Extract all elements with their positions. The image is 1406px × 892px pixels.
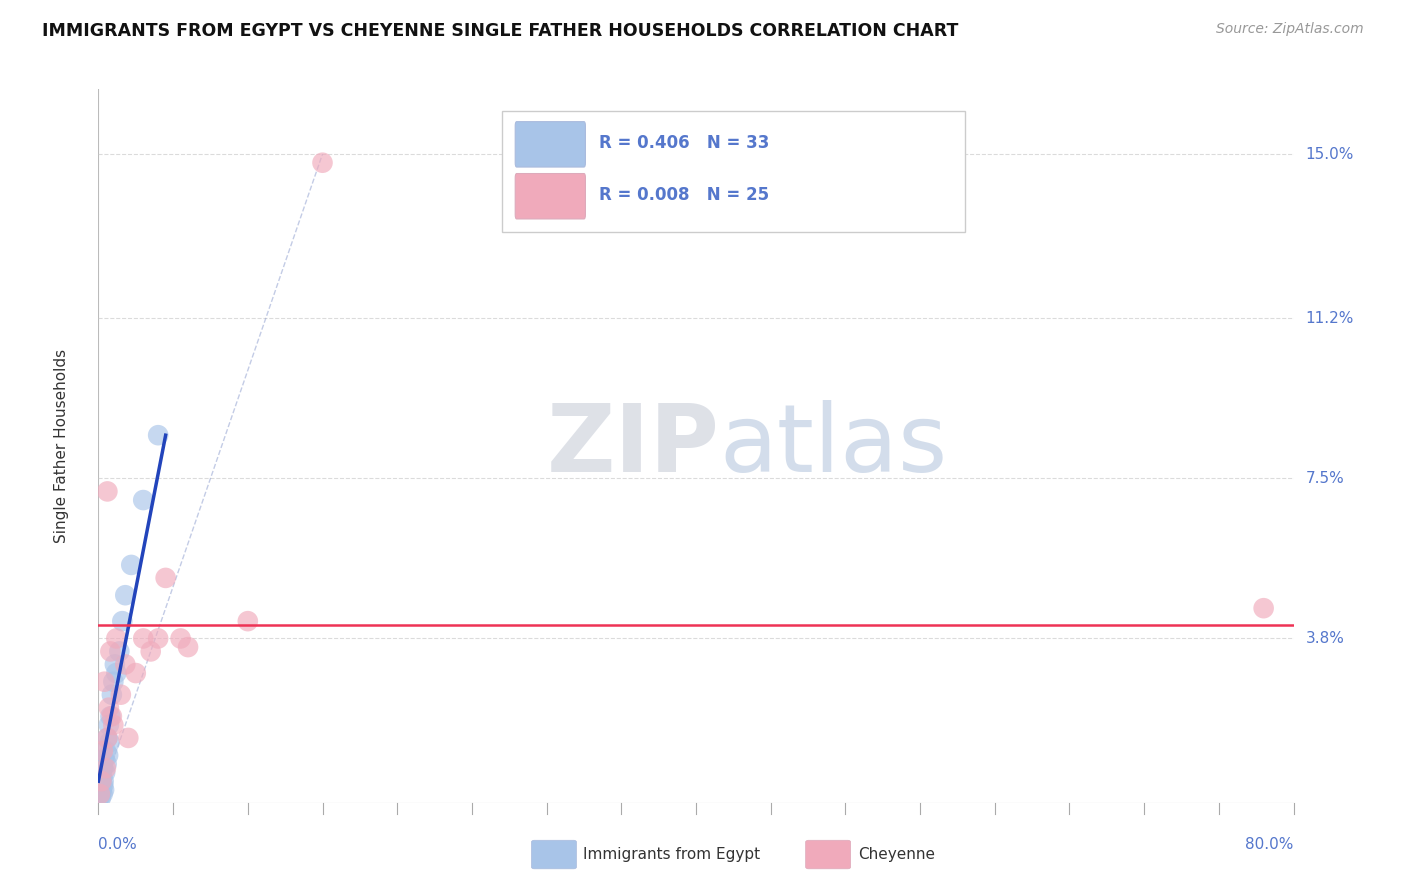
Point [91, 761, 114, 775]
Point [155, 571, 177, 585]
Point [89, 787, 111, 801]
Point [105, 632, 128, 646]
Point [97, 700, 120, 714]
Point [91, 770, 114, 784]
Point [125, 666, 148, 681]
Point [148, 428, 170, 442]
Text: 11.2%: 11.2% [1305, 311, 1354, 326]
Text: 3.8%: 3.8% [1305, 631, 1344, 646]
FancyBboxPatch shape [531, 840, 576, 869]
Point [90, 782, 112, 797]
Point [108, 644, 131, 658]
Point [104, 657, 127, 672]
Point [89, 789, 111, 804]
Point [105, 666, 128, 681]
Point [1253, 601, 1275, 615]
Point [110, 688, 132, 702]
Point [111, 614, 134, 628]
Point [91, 744, 114, 758]
Text: Immigrants from Egypt: Immigrants from Egypt [583, 847, 761, 862]
Point [90, 774, 112, 789]
Point [139, 644, 162, 658]
Point [89, 782, 111, 797]
Point [98, 644, 122, 658]
Point [96, 731, 118, 745]
Point [90, 785, 112, 799]
Point [117, 731, 139, 745]
Point [93, 753, 115, 767]
Text: R = 0.406   N = 33: R = 0.406 N = 33 [599, 135, 769, 153]
Point [169, 632, 191, 646]
Point [236, 614, 259, 628]
Point [91, 787, 114, 801]
Text: Source: ZipAtlas.com: Source: ZipAtlas.com [1216, 22, 1364, 37]
Point [132, 493, 155, 508]
Point [97, 718, 120, 732]
Text: 7.5%: 7.5% [1305, 471, 1344, 486]
Point [93, 782, 115, 797]
Text: 15.0%: 15.0% [1305, 146, 1354, 161]
Point [101, 688, 124, 702]
Point [114, 588, 136, 602]
Text: R = 0.008   N = 25: R = 0.008 N = 25 [599, 186, 769, 204]
FancyBboxPatch shape [515, 121, 585, 167]
Point [97, 748, 120, 763]
Text: Cheyenne: Cheyenne [858, 847, 935, 862]
Point [93, 674, 115, 689]
Point [96, 756, 118, 771]
Point [98, 709, 122, 723]
Point [311, 155, 333, 169]
Point [101, 709, 124, 723]
Point [89, 787, 111, 801]
Point [103, 718, 125, 732]
Text: 0.0%: 0.0% [98, 838, 138, 853]
Point [90, 791, 112, 805]
Point [114, 657, 136, 672]
Point [98, 735, 121, 749]
Point [120, 558, 142, 572]
Text: Single Father Households: Single Father Households [53, 349, 69, 543]
Point [93, 774, 115, 789]
Point [96, 731, 118, 745]
Point [91, 779, 114, 793]
Point [103, 674, 125, 689]
Text: atlas: atlas [720, 400, 948, 492]
Point [96, 484, 118, 499]
Point [177, 640, 200, 654]
Point [89, 779, 111, 793]
Point [94, 765, 117, 780]
Text: 80.0%: 80.0% [1246, 838, 1294, 853]
Text: ZIP: ZIP [547, 400, 720, 492]
Point [132, 632, 155, 646]
FancyBboxPatch shape [515, 174, 585, 219]
FancyBboxPatch shape [502, 111, 965, 232]
FancyBboxPatch shape [806, 840, 851, 869]
Point [148, 632, 170, 646]
Point [94, 761, 117, 775]
Point [90, 774, 112, 789]
Text: IMMIGRANTS FROM EGYPT VS CHEYENNE SINGLE FATHER HOUSEHOLDS CORRELATION CHART: IMMIGRANTS FROM EGYPT VS CHEYENNE SINGLE… [42, 22, 959, 40]
Point [94, 744, 117, 758]
